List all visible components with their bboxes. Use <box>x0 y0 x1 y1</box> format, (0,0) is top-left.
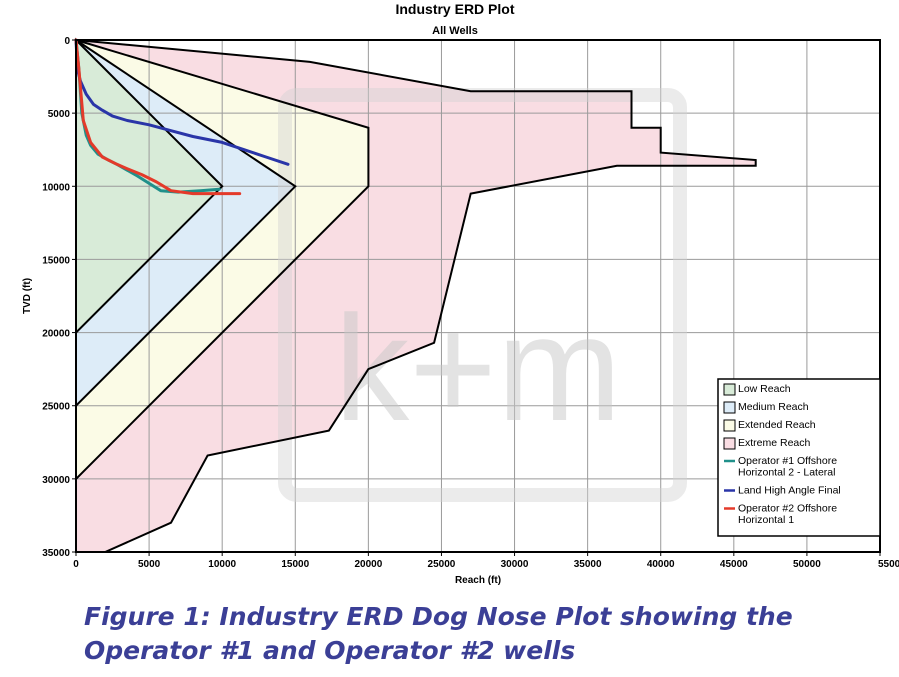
legend-swatch-extreme-reach <box>723 437 736 450</box>
legend-swatch-low-reach <box>723 383 736 396</box>
x-axis-ticks: 0 5000 10000 15000 20000 25000 30000 35000 40000… <box>73 552 899 570</box>
legend-label-land-high-angle-final: Land High Angle Final <box>738 485 841 497</box>
legend-label-low-reach: Low Reach <box>738 383 791 395</box>
legend-label-extended-reach: Extended Reach <box>738 419 816 431</box>
watermark-frame <box>278 88 687 502</box>
chart-title: Industry ERD Plot <box>395 1 514 17</box>
plot-frame <box>75 39 881 553</box>
erd-chart: Industry ERD Plot All Wells k+m 0 5000 100… <box>22 1 899 586</box>
y-axis-ticks: 0 5000 10000 15000 20000 25000 30000 35000 <box>42 36 76 559</box>
chart-subtitle: All Wells <box>432 25 478 37</box>
y-tick-label: 15000 <box>42 255 70 266</box>
y-tick-label: 0 <box>64 36 70 47</box>
legend-label-medium-reach: Medium Reach <box>738 401 809 413</box>
watermark: k+m <box>278 88 687 502</box>
caption-line-2: Operator #1 and Operator #2 wells <box>84 636 576 665</box>
legend: Low Reach Medium Reach Extended Reach Extre… <box>717 378 881 537</box>
y-tick-label: 25000 <box>42 402 70 413</box>
legend-label-operator-2-offshore-horizontal-1: Horizontal 1 <box>738 514 794 526</box>
series-land-high-angle-final <box>74 38 290 166</box>
x-tick-label: 35000 <box>574 559 602 570</box>
series-operator-2-offshore-horizontal-1 <box>74 38 242 196</box>
legend-label-operator-1-offshore-horizontal-2-lateral: Operator #1 Offshore <box>738 455 837 467</box>
x-tick-label: 40000 <box>647 559 675 570</box>
x-tick-label: 30000 <box>501 559 529 570</box>
y-tick-label: 35000 <box>42 548 70 559</box>
caption-line-1: Figure 1: Industry ERD Dog Nose Plot sho… <box>84 602 793 631</box>
x-tick-label: 45000 <box>720 559 748 570</box>
legend-box <box>717 378 881 537</box>
x-tick-label: 10000 <box>208 559 236 570</box>
legend-swatch-extended-reach <box>723 419 736 432</box>
legend-label-operator-1-offshore-horizontal-2-lateral: Horizontal 2 - Lateral <box>738 467 835 479</box>
region-outline-extreme-reach <box>75 38 757 553</box>
y-tick-label: 10000 <box>42 182 70 193</box>
watermark-text: k+m <box>334 284 622 452</box>
y-tick-label: 5000 <box>48 109 71 120</box>
x-tick-label: 50000 <box>793 559 821 570</box>
x-tick-label: 15000 <box>281 559 309 570</box>
x-tick-label: 20000 <box>354 559 382 570</box>
y-tick-label: 30000 <box>42 475 70 486</box>
x-tick-label: 5000 <box>138 559 161 570</box>
y-tick-label: 20000 <box>42 329 70 340</box>
legend-swatch-medium-reach <box>723 401 736 414</box>
x-tick-label: 0 <box>73 559 79 570</box>
legend-label-extreme-reach: Extreme Reach <box>738 437 811 449</box>
legend-label-operator-2-offshore-horizontal-1: Operator #2 Offshore <box>738 503 837 515</box>
y-axis-label: TVD (ft) <box>22 278 33 314</box>
well-lines <box>74 38 290 196</box>
x-axis-label: Reach (ft) <box>455 575 501 586</box>
x-tick-label: 25000 <box>428 559 456 570</box>
figure-caption: Figure 1: Industry ERD Dog Nose Plot sho… <box>84 600 884 668</box>
